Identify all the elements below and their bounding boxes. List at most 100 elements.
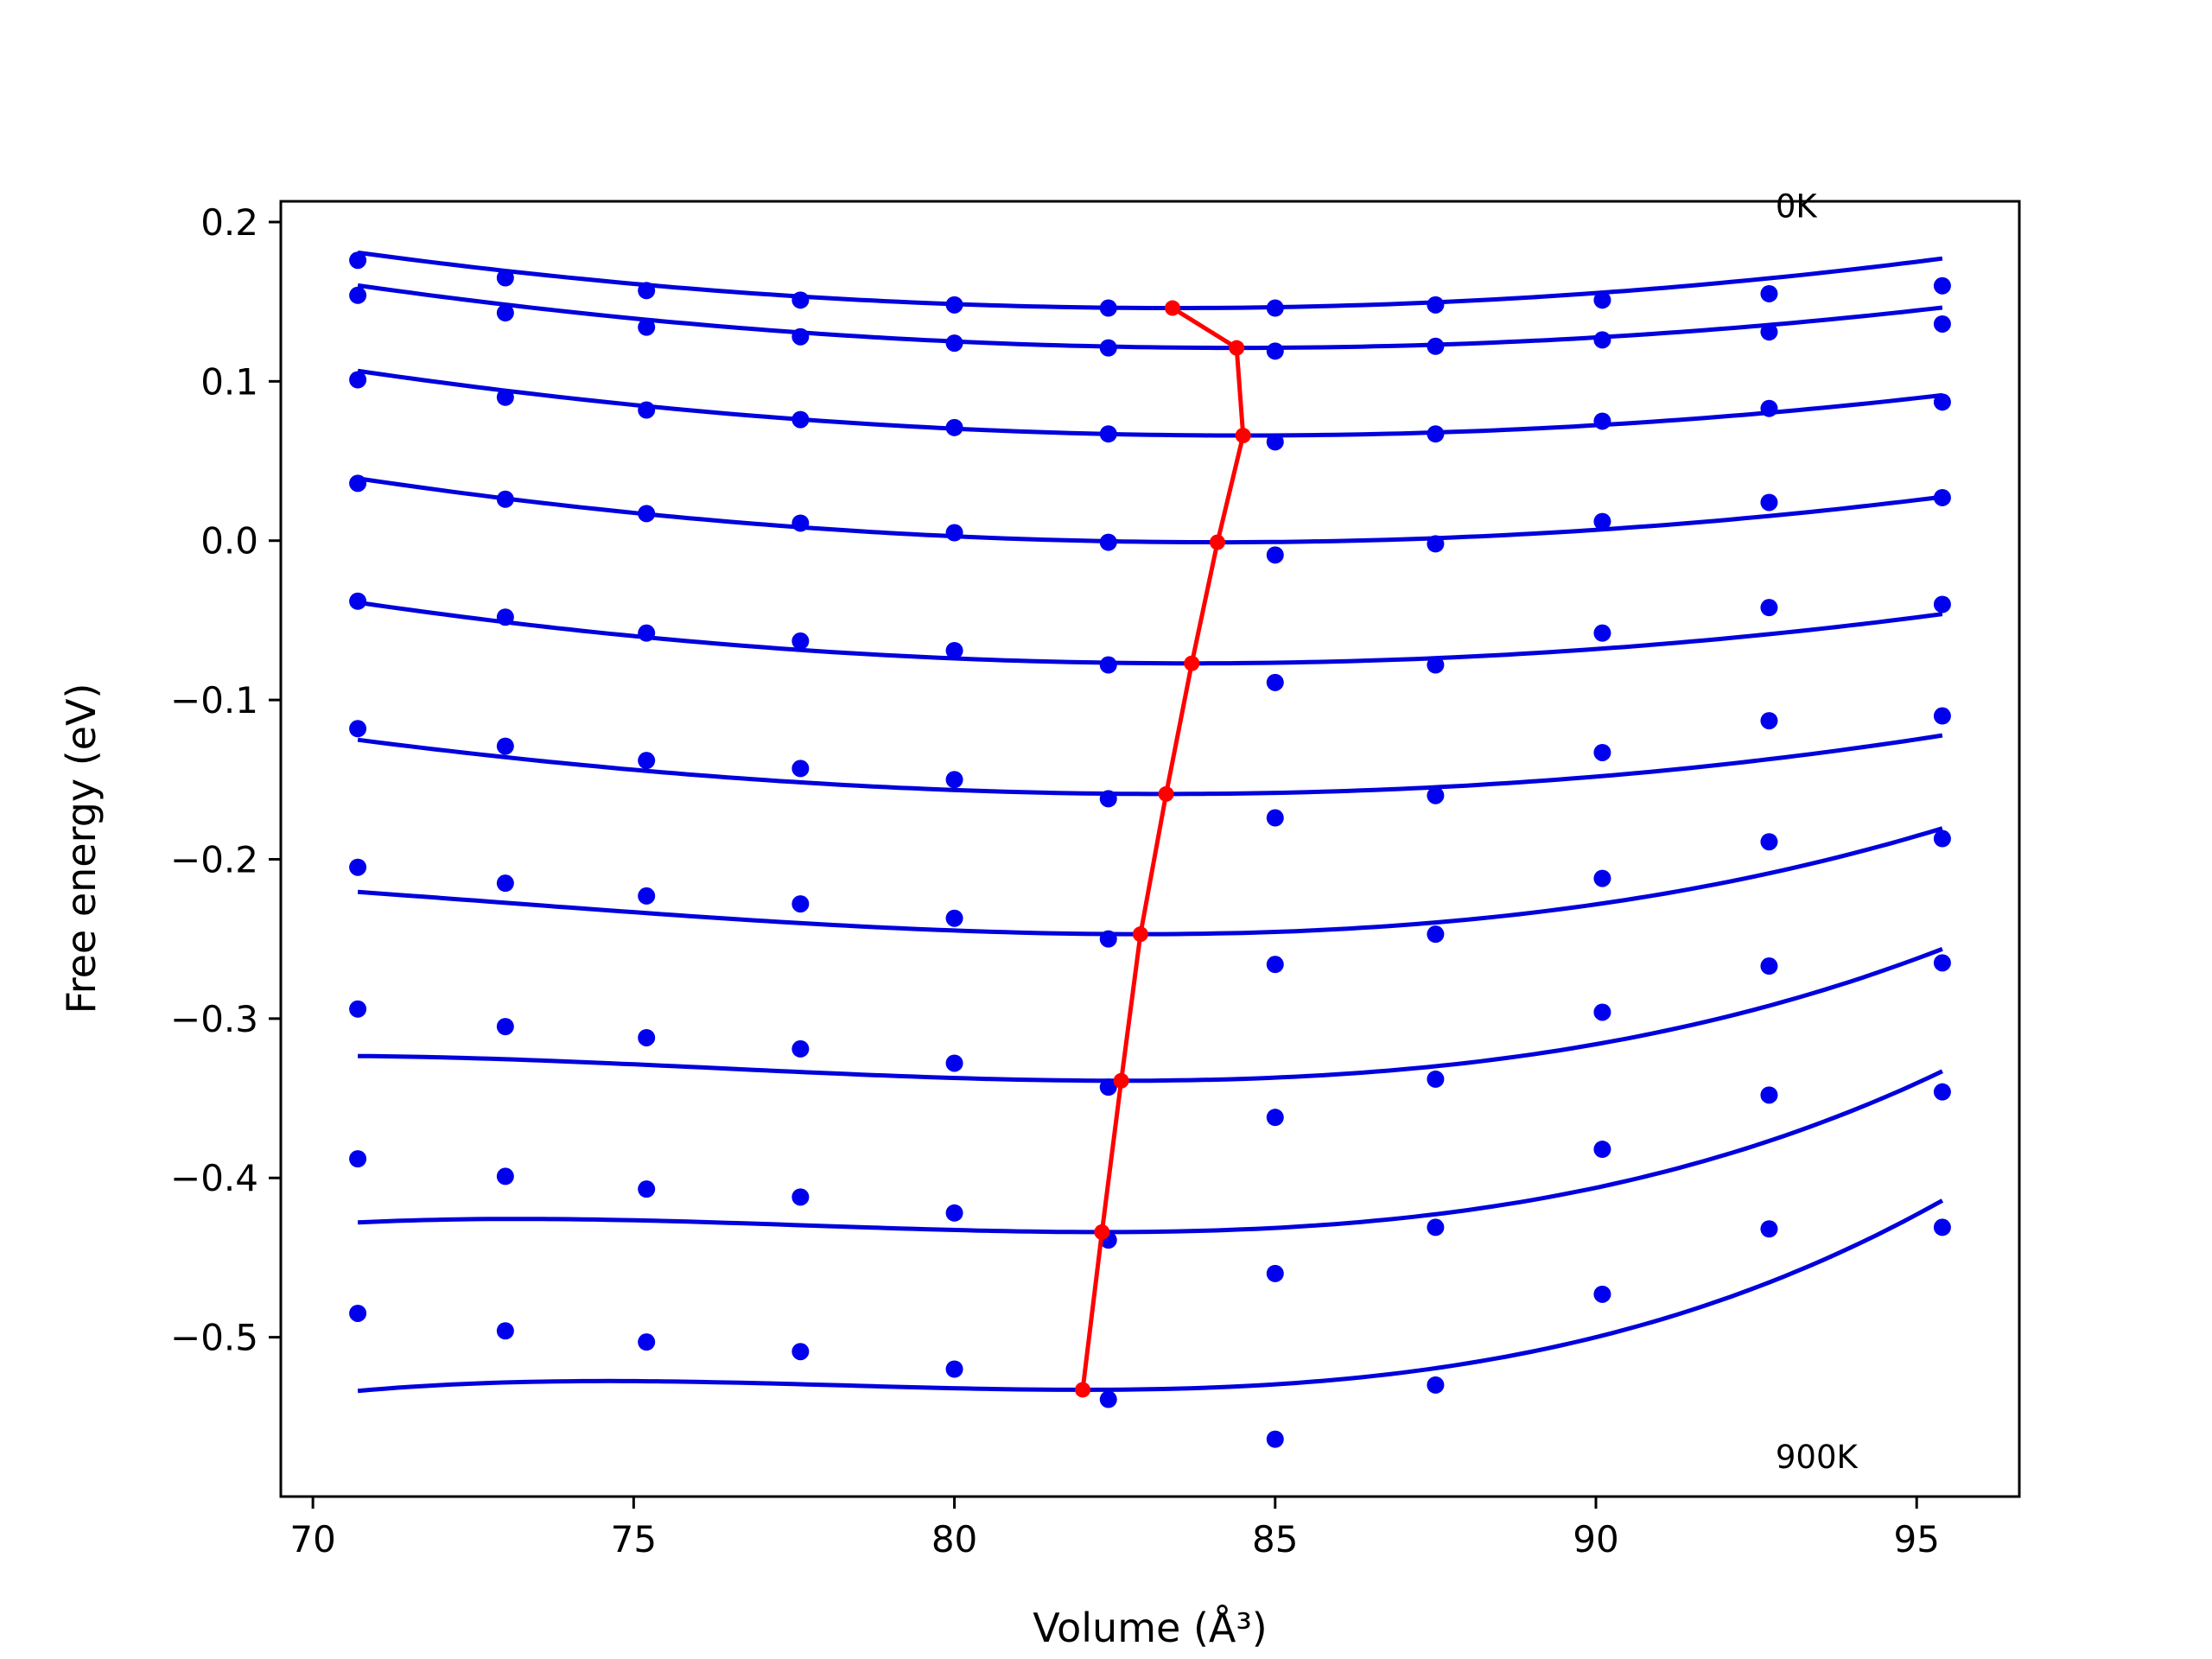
data-point xyxy=(1266,809,1284,827)
data-point xyxy=(791,760,810,778)
data-point xyxy=(1933,393,1951,411)
data-point xyxy=(1760,599,1778,617)
y-axis-ticks: 0.2 0.1 0.0 −0.1 −0.2 −0.3 −0.4 −0.5 xyxy=(170,201,281,1359)
data-point xyxy=(496,737,514,755)
minimum-point xyxy=(1113,1072,1129,1089)
data-point xyxy=(1760,833,1778,851)
data-point xyxy=(945,771,963,789)
data-point xyxy=(349,371,367,389)
data-point xyxy=(349,474,367,493)
data-point xyxy=(1099,790,1117,808)
data-point xyxy=(1593,869,1611,887)
minimum-point xyxy=(1158,785,1174,802)
data-point xyxy=(791,895,810,913)
data-point xyxy=(945,418,963,436)
minimum-point xyxy=(1094,1224,1110,1240)
data-point xyxy=(1427,1070,1445,1088)
data-point xyxy=(1099,930,1117,948)
data-point xyxy=(1933,315,1951,333)
data-point xyxy=(1427,1376,1445,1394)
data-point xyxy=(1427,337,1445,355)
data-point xyxy=(1266,673,1284,691)
data-point xyxy=(496,388,514,406)
data-point xyxy=(1593,291,1611,309)
data-point xyxy=(1760,712,1778,730)
data-point xyxy=(496,1167,514,1185)
annotation-label: 0K xyxy=(1776,188,1819,226)
data-point xyxy=(1427,1218,1445,1236)
y-tick-label: −0.2 xyxy=(170,838,258,880)
data-point xyxy=(945,1204,963,1222)
data-point xyxy=(791,327,810,346)
fit-curve-8 xyxy=(357,1069,1943,1235)
y-tick-label: −0.3 xyxy=(170,998,258,1040)
data-point xyxy=(1760,493,1778,512)
data-point xyxy=(638,1333,656,1351)
data-point xyxy=(1933,276,1951,295)
data-point xyxy=(1593,743,1611,761)
x-axis-ticks: 70 75 80 85 90 95 xyxy=(289,1497,1940,1560)
data-point xyxy=(349,1304,367,1322)
data-point xyxy=(638,1180,656,1198)
annotations: 0K 900K xyxy=(1776,188,1859,1476)
x-tick-label: 90 xyxy=(1573,1518,1618,1560)
data-point xyxy=(496,608,514,626)
data-point xyxy=(349,1150,367,1168)
data-point xyxy=(1933,830,1951,848)
data-point xyxy=(1933,707,1951,725)
data-point xyxy=(791,1188,810,1206)
x-tick-label: 75 xyxy=(611,1518,657,1560)
data-point xyxy=(496,1018,514,1036)
data-point xyxy=(349,858,367,876)
data-point xyxy=(1933,954,1951,972)
data-point xyxy=(791,514,810,532)
data-point xyxy=(945,1360,963,1378)
data-point xyxy=(1266,342,1284,360)
data-point xyxy=(945,296,963,314)
data-point xyxy=(349,592,367,610)
data-point xyxy=(496,874,514,893)
fit-curve-7 xyxy=(358,946,1943,1084)
fit-curve-5 xyxy=(357,733,1943,797)
data-point xyxy=(945,909,963,927)
data-point xyxy=(1099,1390,1117,1408)
data-point xyxy=(349,286,367,304)
fit-curve-6 xyxy=(357,826,1943,937)
data-point xyxy=(638,282,656,300)
y-axis-label: Free energy (eV) xyxy=(58,683,105,1014)
data-points xyxy=(349,251,1951,1448)
data-point xyxy=(638,318,656,336)
annotation-label: 900K xyxy=(1776,1439,1859,1476)
data-point xyxy=(638,887,656,905)
minima-polyline xyxy=(1080,306,1246,1390)
data-point xyxy=(1099,339,1117,357)
x-axis-label: Volume (Å³) xyxy=(1033,1605,1268,1651)
data-point xyxy=(1593,512,1611,531)
data-point xyxy=(791,1343,810,1361)
data-point xyxy=(638,1028,656,1046)
data-point xyxy=(1099,656,1117,674)
data-point xyxy=(638,752,656,770)
data-point xyxy=(1427,925,1445,944)
data-point xyxy=(1427,296,1445,314)
data-point xyxy=(945,524,963,542)
data-point xyxy=(1427,656,1445,674)
data-point xyxy=(1760,399,1778,417)
data-point xyxy=(1760,284,1778,302)
data-point xyxy=(1593,1141,1611,1159)
data-point xyxy=(945,334,963,353)
data-point xyxy=(1760,1086,1778,1104)
data-point xyxy=(1427,535,1445,553)
data-point xyxy=(791,1039,810,1058)
data-point xyxy=(1266,299,1284,317)
data-point xyxy=(1266,1109,1284,1127)
data-point xyxy=(1427,425,1445,443)
data-point xyxy=(791,410,810,429)
data-point xyxy=(1266,433,1284,451)
y-tick-label: −0.1 xyxy=(170,679,258,721)
y-tick-label: 0.2 xyxy=(200,201,258,244)
data-point xyxy=(1933,595,1951,613)
data-point xyxy=(1099,299,1117,317)
data-point xyxy=(496,1322,514,1340)
x-tick-label: 70 xyxy=(289,1518,335,1560)
